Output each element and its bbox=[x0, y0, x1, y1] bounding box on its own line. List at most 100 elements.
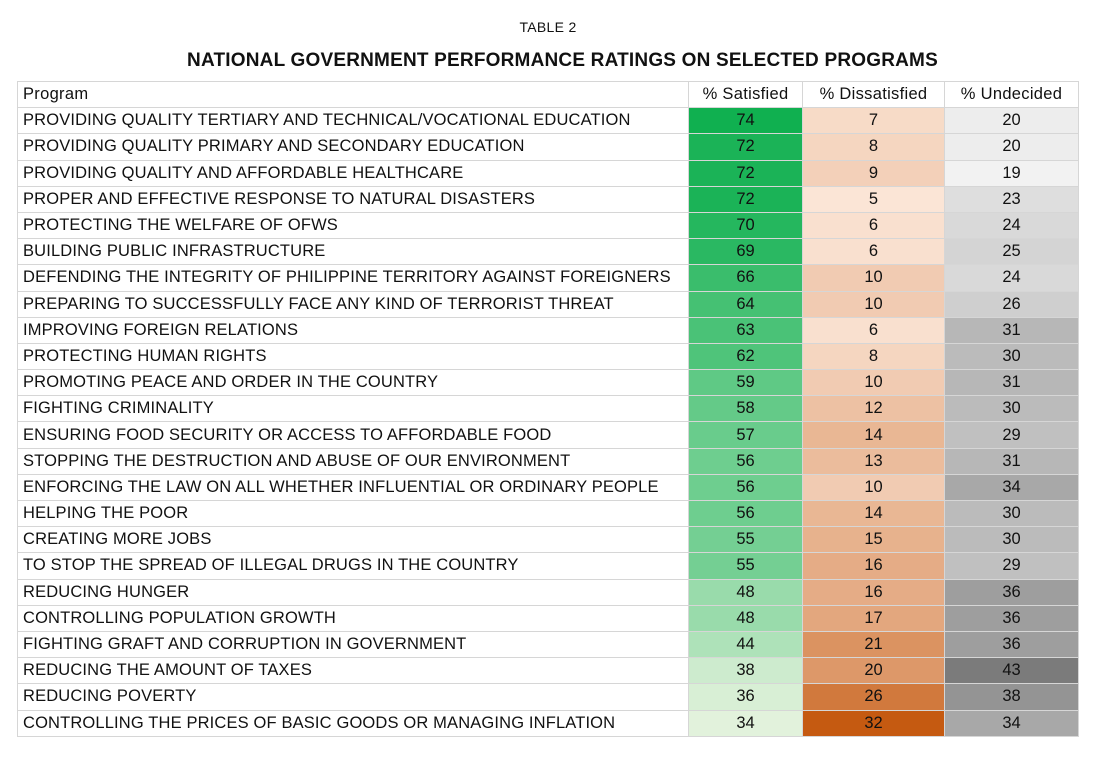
satisfied-cell: 70 bbox=[688, 211, 803, 240]
table-row: CREATING MORE JOBS 55 15 30 bbox=[17, 526, 1079, 554]
program-cell: REDUCING HUNGER bbox=[17, 578, 689, 606]
undecided-cell: 30 bbox=[944, 499, 1079, 528]
dissatisfied-cell: 6 bbox=[802, 316, 945, 344]
table-row: DEFENDING THE INTEGRITY OF PHILIPPINE TE… bbox=[17, 264, 1079, 292]
undecided-cell: 24 bbox=[944, 264, 1079, 292]
program-cell: PROVIDING QUALITY PRIMARY AND SECONDARY … bbox=[17, 133, 689, 161]
dissatisfied-cell: 6 bbox=[802, 238, 945, 266]
satisfied-cell: 56 bbox=[688, 447, 803, 475]
table-row: PROTECTING THE WELFARE OF OFWS 70 6 24 bbox=[17, 211, 1079, 240]
undecided-cell: 26 bbox=[944, 290, 1079, 318]
program-cell: FIGHTING GRAFT AND CORRUPTION IN GOVERNM… bbox=[17, 630, 689, 659]
header-row: Program % Satisfied % Dissatisfied % Und… bbox=[17, 80, 1079, 109]
table-row: PROMOTING PEACE AND ORDER IN THE COUNTRY… bbox=[17, 369, 1079, 397]
satisfied-cell: 62 bbox=[688, 342, 803, 371]
dissatisfied-cell: 32 bbox=[802, 709, 945, 737]
undecided-cell: 23 bbox=[944, 185, 1079, 213]
table-row: PROVIDING QUALITY PRIMARY AND SECONDARY … bbox=[17, 133, 1079, 161]
undecided-cell: 43 bbox=[944, 657, 1079, 685]
table-row: CONTROLLING POPULATION GROWTH 48 17 36 bbox=[17, 604, 1079, 632]
table-row: CONTROLLING THE PRICES OF BASIC GOODS OR… bbox=[17, 709, 1079, 737]
undecided-cell: 29 bbox=[944, 421, 1079, 449]
table-row: PROTECTING HUMAN RIGHTS 62 8 30 bbox=[17, 342, 1079, 371]
undecided-cell: 31 bbox=[944, 447, 1079, 475]
satisfied-cell: 63 bbox=[688, 316, 803, 344]
undecided-cell: 36 bbox=[944, 604, 1079, 632]
satisfied-cell: 72 bbox=[688, 185, 803, 213]
table-row: REDUCING THE AMOUNT OF TAXES 38 20 43 bbox=[17, 657, 1079, 685]
table-row: FIGHTING GRAFT AND CORRUPTION IN GOVERNM… bbox=[17, 630, 1079, 659]
dissatisfied-cell: 10 bbox=[802, 473, 945, 502]
dissatisfied-cell: 16 bbox=[802, 552, 945, 580]
satisfied-cell: 36 bbox=[688, 683, 803, 711]
dissatisfied-cell: 5 bbox=[802, 185, 945, 213]
dissatisfied-cell: 8 bbox=[802, 133, 945, 161]
program-cell: HELPING THE POOR bbox=[17, 499, 689, 528]
dissatisfied-cell: 7 bbox=[802, 107, 945, 135]
undecided-cell: 24 bbox=[944, 211, 1079, 240]
dissatisfied-cell: 9 bbox=[802, 159, 945, 187]
satisfied-cell: 55 bbox=[688, 526, 803, 554]
undecided-cell: 30 bbox=[944, 526, 1079, 554]
program-cell: PROVIDING QUALITY AND AFFORDABLE HEALTHC… bbox=[17, 159, 689, 187]
dissatisfied-cell: 10 bbox=[802, 290, 945, 318]
program-cell: DEFENDING THE INTEGRITY OF PHILIPPINE TE… bbox=[17, 264, 689, 292]
dissatisfied-cell: 21 bbox=[802, 630, 945, 659]
program-cell: PREPARING TO SUCCESSFULLY FACE ANY KIND … bbox=[17, 290, 689, 318]
program-cell: PROMOTING PEACE AND ORDER IN THE COUNTRY bbox=[17, 369, 689, 397]
undecided-cell: 29 bbox=[944, 552, 1079, 580]
table-row: STOPPING THE DESTRUCTION AND ABUSE OF OU… bbox=[17, 447, 1079, 475]
program-cell: TO STOP THE SPREAD OF ILLEGAL DRUGS IN T… bbox=[17, 552, 689, 580]
program-cell: CONTROLLING THE PRICES OF BASIC GOODS OR… bbox=[17, 709, 689, 737]
table-row: IMPROVING FOREIGN RELATIONS 63 6 31 bbox=[17, 316, 1079, 344]
undecided-cell: 36 bbox=[944, 578, 1079, 606]
undecided-cell: 30 bbox=[944, 395, 1079, 423]
satisfied-cell: 59 bbox=[688, 369, 803, 397]
program-cell: REDUCING POVERTY bbox=[17, 683, 689, 711]
program-cell: CONTROLLING POPULATION GROWTH bbox=[17, 604, 689, 632]
program-cell: FIGHTING CRIMINALITY bbox=[17, 395, 689, 423]
satisfied-cell: 74 bbox=[688, 107, 803, 135]
satisfied-cell: 55 bbox=[688, 552, 803, 580]
column-header-satisfied: % Satisfied bbox=[688, 80, 803, 109]
table-row: HELPING THE POOR 56 14 30 bbox=[17, 499, 1079, 528]
program-cell: IMPROVING FOREIGN RELATIONS bbox=[17, 316, 689, 344]
table-row: ENSURING FOOD SECURITY OR ACCESS TO AFFO… bbox=[17, 421, 1079, 449]
table-row: REDUCING POVERTY 36 26 38 bbox=[17, 683, 1079, 711]
program-cell: CREATING MORE JOBS bbox=[17, 526, 689, 554]
dissatisfied-cell: 14 bbox=[802, 499, 945, 528]
undecided-cell: 31 bbox=[944, 369, 1079, 397]
undecided-cell: 31 bbox=[944, 316, 1079, 344]
dissatisfied-cell: 15 bbox=[802, 526, 945, 554]
satisfied-cell: 56 bbox=[688, 473, 803, 502]
program-cell: ENFORCING THE LAW ON ALL WHETHER INFLUEN… bbox=[17, 473, 689, 502]
table-row: PROVIDING QUALITY AND AFFORDABLE HEALTHC… bbox=[17, 159, 1079, 187]
satisfied-cell: 38 bbox=[688, 657, 803, 685]
ratings-table: Program % Satisfied % Dissatisfied % Und… bbox=[17, 80, 1079, 737]
table-title: NATIONAL GOVERNMENT PERFORMANCE RATINGS … bbox=[187, 50, 938, 71]
program-cell: PROVIDING QUALITY TERTIARY AND TECHNICAL… bbox=[17, 107, 689, 135]
satisfied-cell: 44 bbox=[688, 630, 803, 659]
satisfied-cell: 57 bbox=[688, 421, 803, 449]
program-cell: PROTECTING HUMAN RIGHTS bbox=[17, 342, 689, 371]
satisfied-cell: 48 bbox=[688, 578, 803, 606]
program-cell: BUILDING PUBLIC INFRASTRUCTURE bbox=[17, 238, 689, 266]
program-cell: REDUCING THE AMOUNT OF TAXES bbox=[17, 657, 689, 685]
table-row: PREPARING TO SUCCESSFULLY FACE ANY KIND … bbox=[17, 290, 1079, 318]
column-header-program: Program bbox=[17, 80, 689, 109]
dissatisfied-cell: 10 bbox=[802, 264, 945, 292]
table-row: TO STOP THE SPREAD OF ILLEGAL DRUGS IN T… bbox=[17, 552, 1079, 580]
satisfied-cell: 56 bbox=[688, 499, 803, 528]
dissatisfied-cell: 17 bbox=[802, 604, 945, 632]
dissatisfied-cell: 10 bbox=[802, 369, 945, 397]
table-label: TABLE 2 bbox=[519, 19, 577, 35]
table-row: FIGHTING CRIMINALITY 58 12 30 bbox=[17, 395, 1079, 423]
undecided-cell: 25 bbox=[944, 238, 1079, 266]
program-cell: STOPPING THE DESTRUCTION AND ABUSE OF OU… bbox=[17, 447, 689, 475]
satisfied-cell: 72 bbox=[688, 133, 803, 161]
table-row: REDUCING HUNGER 48 16 36 bbox=[17, 578, 1079, 606]
dissatisfied-cell: 26 bbox=[802, 683, 945, 711]
program-cell: ENSURING FOOD SECURITY OR ACCESS TO AFFO… bbox=[17, 421, 689, 449]
table-row: PROVIDING QUALITY TERTIARY AND TECHNICAL… bbox=[17, 107, 1079, 135]
dissatisfied-cell: 6 bbox=[802, 211, 945, 240]
